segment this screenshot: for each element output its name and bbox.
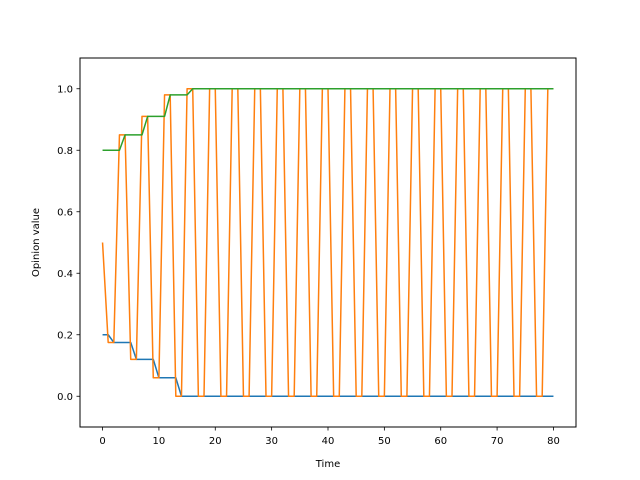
x-tick-label: 80 — [547, 436, 560, 447]
x-tick-label: 20 — [209, 436, 222, 447]
tick-layer: 0 10 20 30 40 50 60 70 80 0.0 0.2 0.4 0.6 0.8 1.0 — [57, 84, 560, 447]
y-tick-label: 0.6 — [57, 207, 73, 218]
y-tick-label: 0.2 — [57, 330, 73, 341]
y-tick-label: 0.4 — [57, 269, 73, 280]
x-tick-label: 40 — [322, 436, 335, 447]
y-axis-label: Opinion value — [31, 208, 42, 277]
x-tick-label: 0 — [99, 436, 105, 447]
plot-frame — [79, 57, 577, 428]
y-tick-label: 0.0 — [57, 392, 73, 403]
x-tick-label: 50 — [378, 436, 391, 447]
y-tick-label: 0.8 — [57, 146, 73, 157]
x-tick-label: 70 — [491, 436, 504, 447]
y-tick-label: 1.0 — [57, 84, 73, 95]
series-line-1 — [102, 334, 554, 397]
series-line-3 — [102, 88, 554, 151]
x-axis-label: Time — [315, 459, 340, 470]
x-tick-label: 10 — [153, 436, 166, 447]
series-layer — [101, 88, 554, 397]
x-tick-label: 30 — [265, 436, 278, 447]
x-tick-label: 60 — [434, 436, 447, 447]
